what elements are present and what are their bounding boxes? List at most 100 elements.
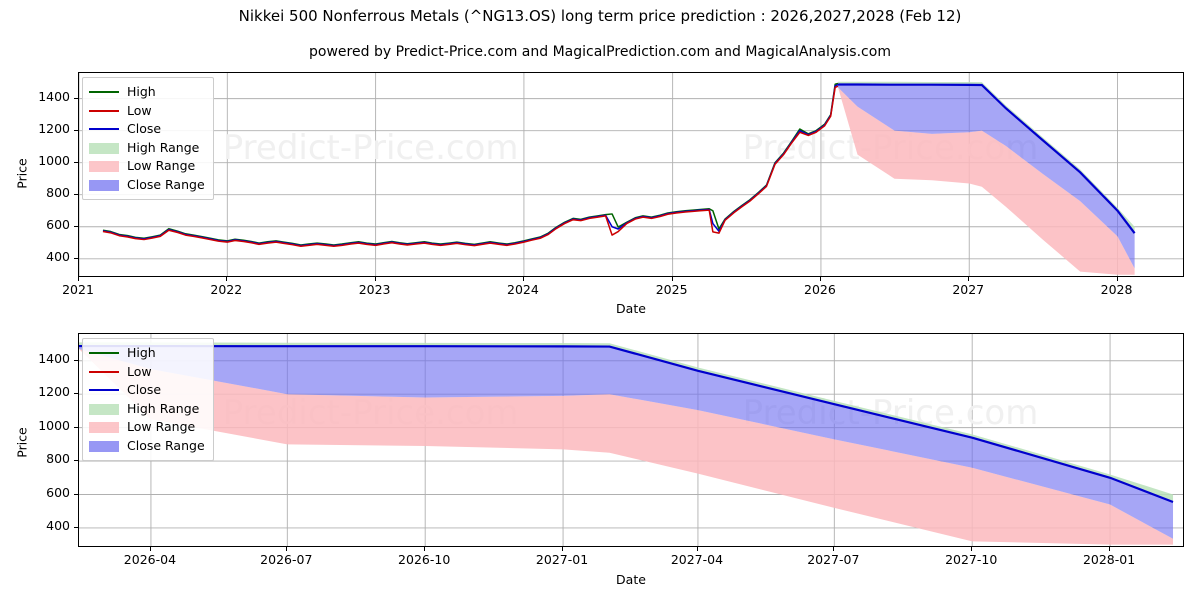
close-forecast-line xyxy=(838,83,1136,234)
y-tick-label: 1400 xyxy=(38,350,70,366)
x-tick-label: 2022 xyxy=(210,282,243,297)
x-tick-label: 2027-01 xyxy=(535,552,589,567)
legend-swatch-low-icon xyxy=(89,104,119,118)
legend-item-high[interactable]: High xyxy=(89,344,205,363)
legend-label: High Range xyxy=(127,139,200,155)
y-tick-mark xyxy=(74,257,78,259)
close-range-band xyxy=(79,346,1174,539)
x-tick-label: 2021 xyxy=(62,282,94,297)
y-tick-label: 1200 xyxy=(38,120,70,136)
forecast-chart-svg: Predict-Price.comPredict-Price.com xyxy=(79,334,1183,546)
x-tick-label: 2027-07 xyxy=(807,552,860,567)
watermark-text: Predict-Price.com xyxy=(223,128,519,168)
x-tick-mark xyxy=(1109,547,1111,551)
y-tick-label: 600 xyxy=(46,484,70,500)
legend-swatch-close-range-icon xyxy=(89,178,119,192)
legend-item-high-range[interactable]: High Range xyxy=(89,139,205,158)
y-tick-mark xyxy=(74,426,78,428)
y-tick-label: 800 xyxy=(46,184,70,200)
legend-label: Low xyxy=(127,363,152,379)
legend-label: Close xyxy=(127,382,162,398)
y-tick-label: 1200 xyxy=(38,384,70,400)
y-tick-label: 600 xyxy=(46,216,70,232)
legend-label: Low Range xyxy=(127,419,196,435)
x-tick-label: 2027 xyxy=(952,282,985,297)
forecast-plot-area: Predict-Price.comPredict-Price.com xyxy=(78,333,1184,547)
overview-panel: Price Predict-Price.comPredict-Price.com… xyxy=(15,72,1184,316)
legend-item-low-range[interactable]: Low Range xyxy=(89,157,205,176)
legend-item-low[interactable]: Low xyxy=(89,363,205,382)
x-tick-mark xyxy=(971,547,973,551)
overview-chart-svg: Predict-Price.comPredict-Price.com xyxy=(79,73,1183,276)
legend-item-close-range[interactable]: Close Range xyxy=(89,437,205,456)
y-tick-mark xyxy=(74,526,78,528)
x-tick-mark xyxy=(374,277,376,281)
low-range-band xyxy=(79,349,1174,545)
legend-label: High xyxy=(127,84,156,100)
x-tick-label: 2026-07 xyxy=(260,552,313,567)
overview-x-axis-label: Date xyxy=(616,301,646,316)
close-forecast-line xyxy=(79,344,1174,504)
legend-item-high[interactable]: High xyxy=(89,83,205,102)
close-range-band xyxy=(838,84,1135,269)
x-tick-label: 2026-10 xyxy=(398,552,451,567)
forecast-x-axis-label: Date xyxy=(616,572,646,587)
y-tick-mark xyxy=(74,161,78,163)
legend-label: High Range xyxy=(127,400,200,416)
x-tick-mark xyxy=(819,277,821,281)
x-tick-label: 2028-01 xyxy=(1082,552,1136,567)
x-tick-mark xyxy=(671,277,673,281)
x-tick-mark xyxy=(968,277,970,281)
y-tick-label: 400 xyxy=(46,517,70,533)
legend-swatch-low-icon xyxy=(89,365,119,379)
legend-label: High xyxy=(127,345,156,361)
x-tick-label: 2027-04 xyxy=(670,552,724,567)
x-tick-mark xyxy=(522,277,524,281)
legend-swatch-low-range-icon xyxy=(89,159,119,173)
y-tick-label: 400 xyxy=(46,248,70,264)
legend-item-high-range[interactable]: High Range xyxy=(89,400,205,419)
x-tick-mark xyxy=(424,547,426,551)
y-tick-mark xyxy=(74,97,78,99)
y-tick-mark xyxy=(74,193,78,195)
low-range-band xyxy=(838,87,1135,275)
legend-item-close[interactable]: Close xyxy=(89,381,205,400)
x-tick-mark xyxy=(226,277,228,281)
legend-label: Low xyxy=(127,102,152,118)
forecast-legend: High Low Close High Range Low Range Close Ran… xyxy=(82,338,214,461)
legend-item-close[interactable]: Close xyxy=(89,120,205,139)
x-tick-label: 2027-10 xyxy=(945,552,998,567)
legend-item-low-range[interactable]: Low Range xyxy=(89,418,205,437)
y-tick-mark xyxy=(74,460,78,462)
low-history-line xyxy=(102,85,839,248)
overview-legend: High Low Close High Range Low Range Close Ran… xyxy=(82,77,214,200)
legend-item-close-range[interactable]: Close Range xyxy=(89,176,205,195)
legend-label: Close Range xyxy=(127,176,205,192)
x-tick-label: 2028 xyxy=(1100,282,1133,297)
legend-item-low[interactable]: Low xyxy=(89,102,205,121)
x-tick-mark xyxy=(78,277,79,281)
x-tick-mark xyxy=(1116,277,1118,281)
legend-swatch-high-range-icon xyxy=(89,141,119,155)
y-tick-mark xyxy=(74,359,78,361)
y-tick-mark xyxy=(74,393,78,395)
legend-swatch-high-icon xyxy=(89,346,119,360)
legend-swatch-close-icon xyxy=(89,383,119,397)
x-tick-mark xyxy=(149,547,151,551)
y-tick-label: 800 xyxy=(46,451,70,467)
y-tick-mark xyxy=(74,225,78,227)
x-tick-mark xyxy=(286,547,288,551)
legend-swatch-close-icon xyxy=(89,122,119,136)
forecast-zoom-panel: Price Predict-Price.comPredict-Price.com… xyxy=(0,315,1200,600)
legend-swatch-close-range-icon xyxy=(89,439,119,453)
page-subtitle: powered by Predict-Price.com and Magical… xyxy=(309,44,891,60)
y-tick-label: 1000 xyxy=(38,417,70,433)
legend-label: Close xyxy=(127,121,162,137)
y-tick-label: 1400 xyxy=(38,88,70,104)
legend-label: Close Range xyxy=(127,437,205,453)
x-tick-mark xyxy=(833,547,835,551)
x-tick-mark xyxy=(562,547,564,551)
legend-label: Low Range xyxy=(127,158,196,174)
x-tick-label: 2026 xyxy=(804,282,836,297)
